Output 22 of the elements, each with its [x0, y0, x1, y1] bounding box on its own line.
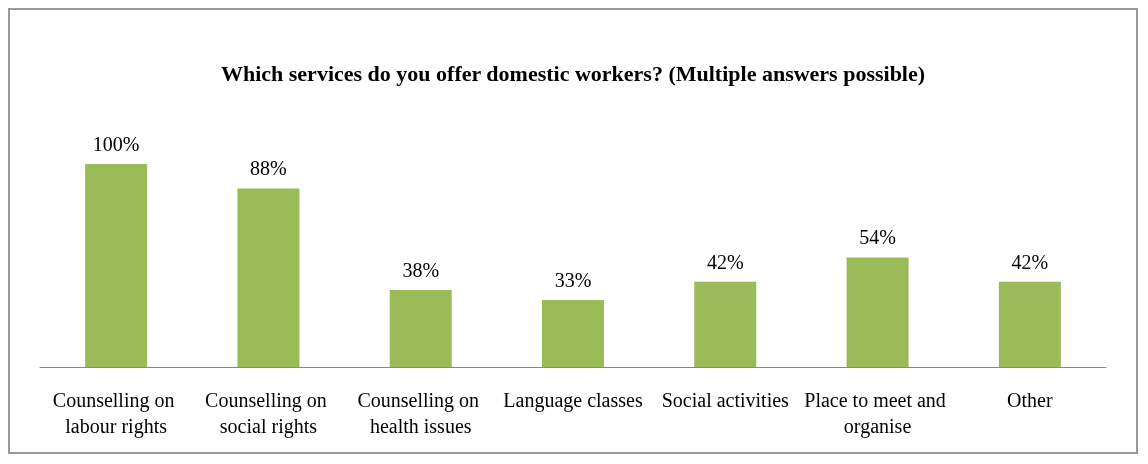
data-label: 33%: [554, 269, 592, 292]
x-tick-label: Other: [1007, 389, 1053, 411]
data-label: 100%: [92, 133, 140, 156]
bar: [998, 281, 1061, 367]
x-tick-label: Counselling on labour rights: [52, 389, 180, 438]
x-tick-label: Counselling on health issues: [357, 389, 485, 437]
chart-title: Which services do you offer domestic workers? (Multiple answers possible): [220, 60, 926, 86]
bar: [542, 300, 604, 367]
x-tick-label: Language classes: [503, 389, 643, 412]
bar: [237, 188, 300, 367]
data-label: 54%: [859, 226, 896, 249]
bar: [694, 281, 757, 367]
data-label: 88%: [250, 157, 287, 180]
bar: [389, 289, 452, 367]
x-tick-label: Place to meet and organise: [804, 389, 951, 438]
data-label: 42%: [1011, 250, 1049, 273]
x-tick-label: Social activities: [661, 389, 790, 411]
x-tick-label: Counselling on social rights: [205, 389, 332, 438]
bar: [846, 257, 909, 367]
bar: [85, 164, 148, 367]
data-label: 42%: [706, 250, 744, 273]
data-label: 38%: [402, 258, 440, 281]
